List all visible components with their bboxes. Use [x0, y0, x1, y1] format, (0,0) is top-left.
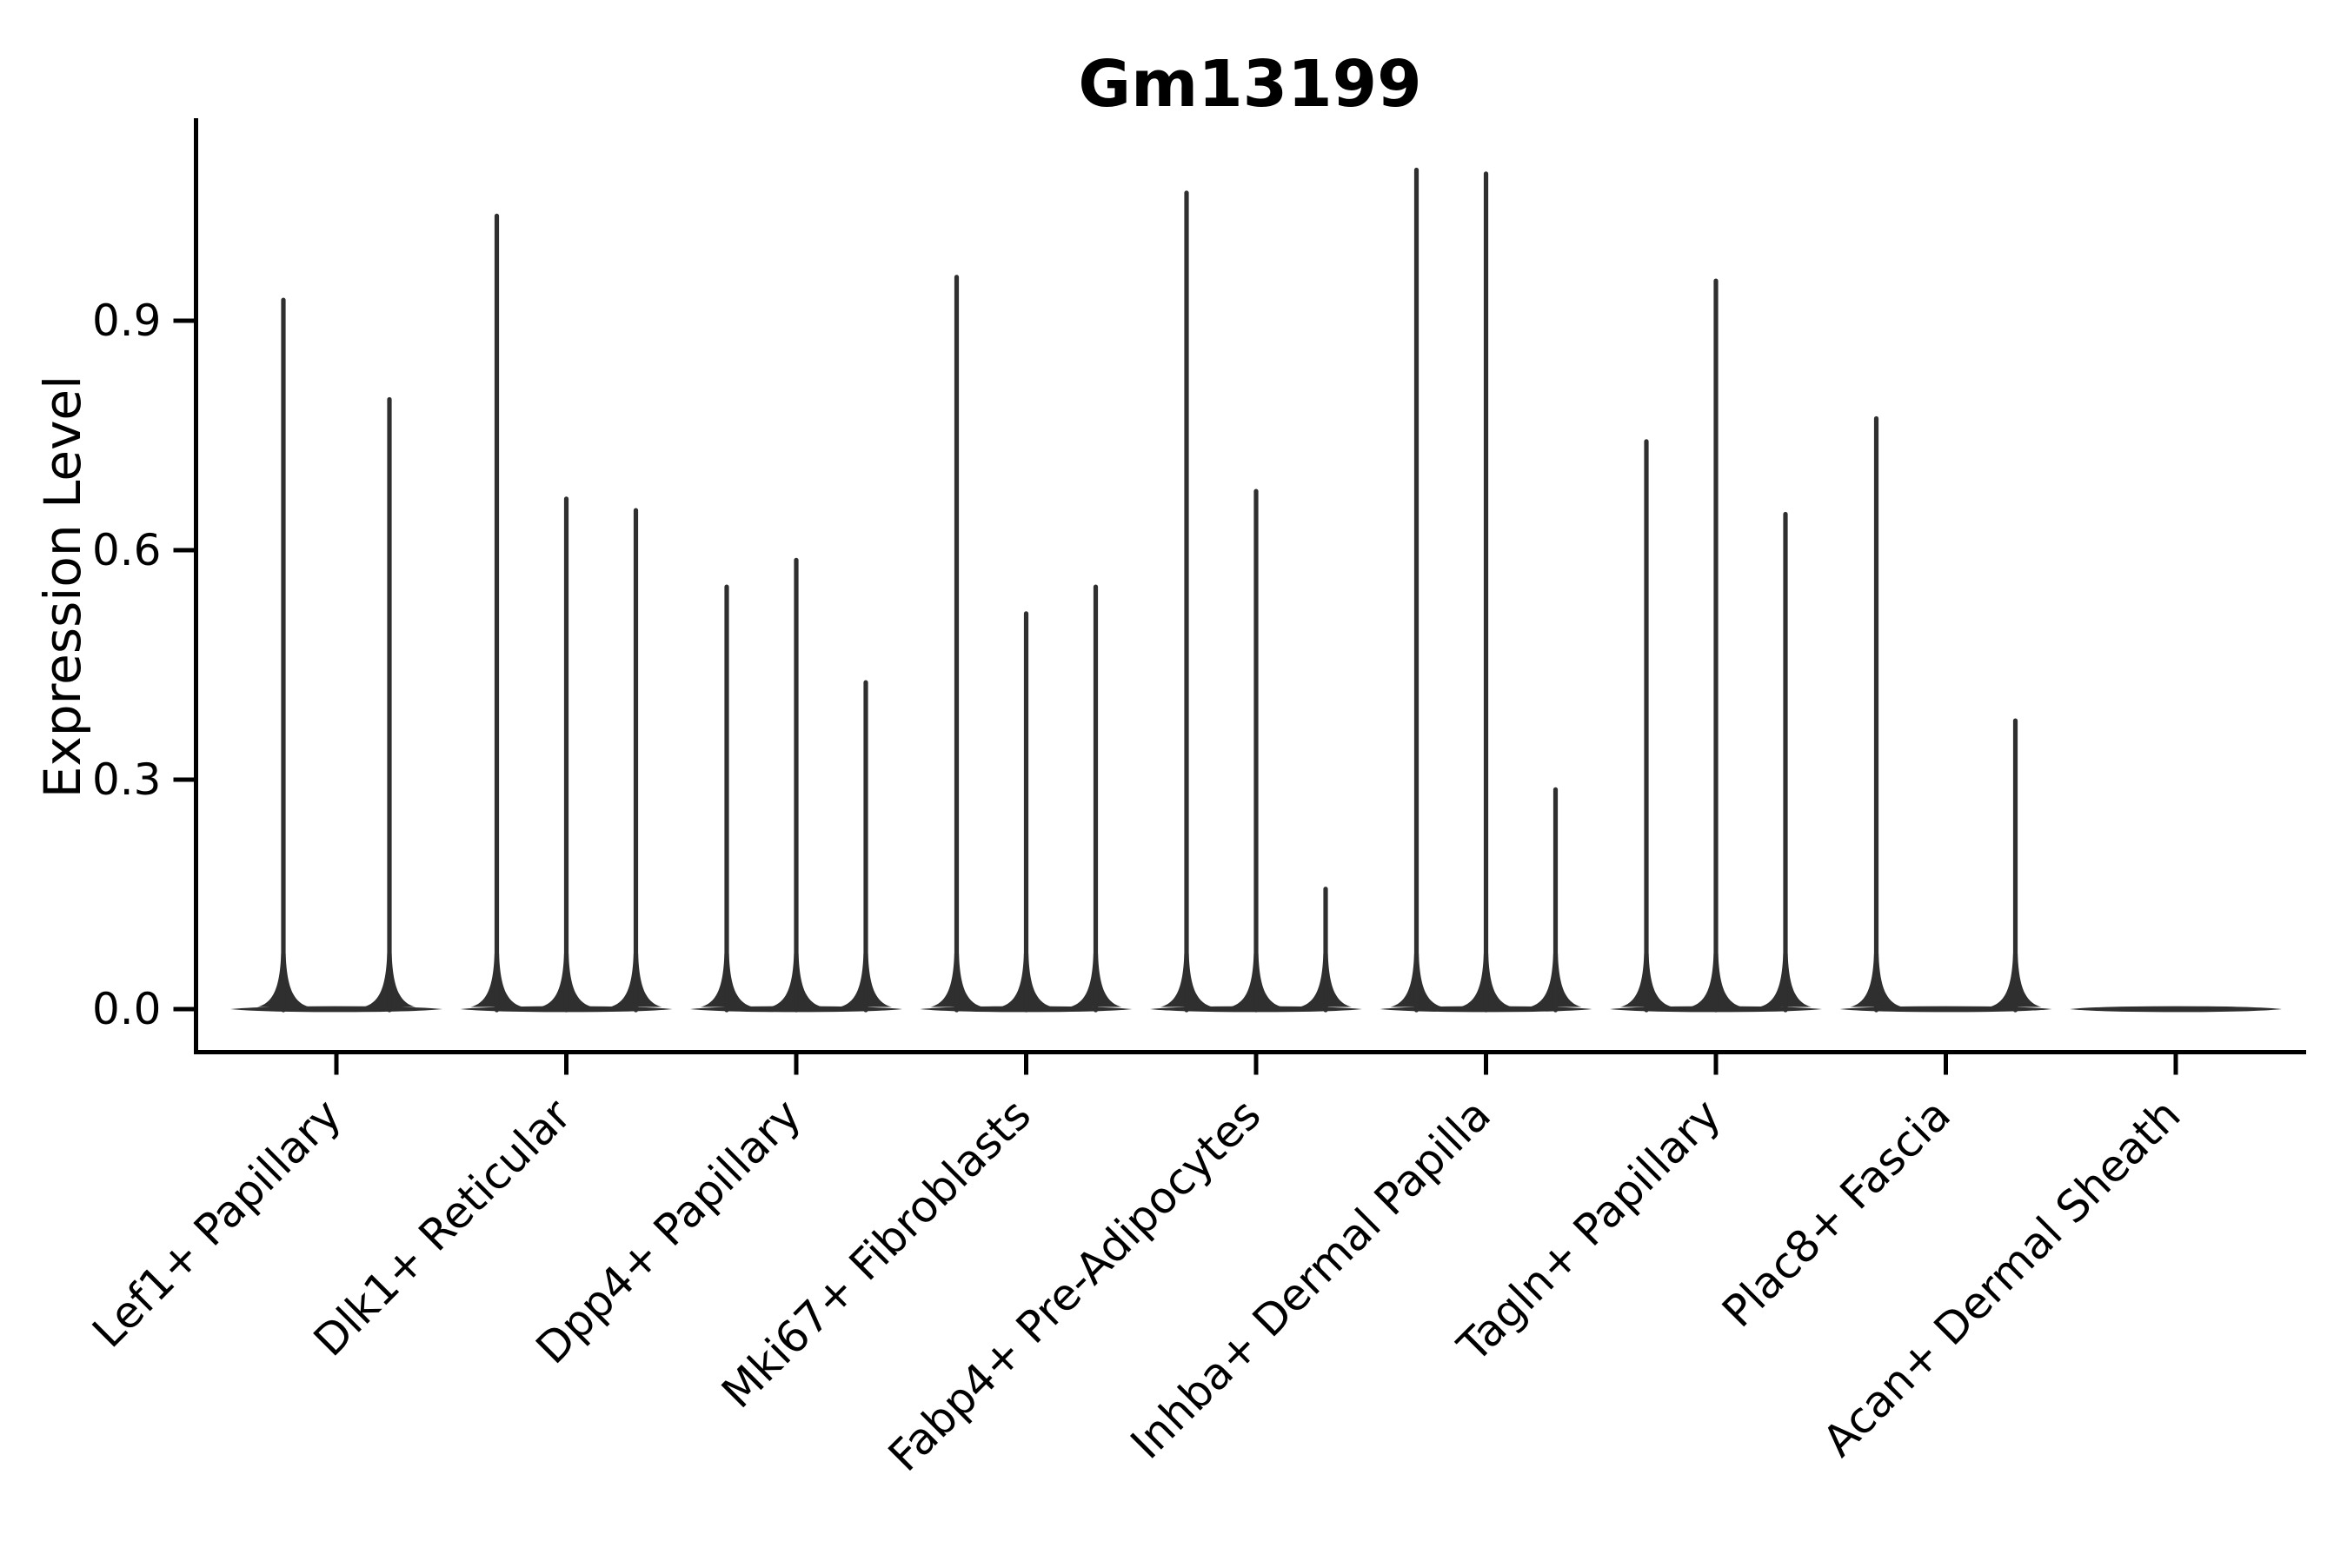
y-axis-ticks: 0.0 0.3 0.6 0.9 [92, 296, 196, 1034]
violin-group [690, 557, 902, 1013]
y-tick-label: 0.6 [92, 525, 162, 575]
x-tick-label: Fabp4+ Pre-Adipocytes [879, 1089, 1271, 1481]
y-tick-label: 0.3 [92, 754, 162, 805]
x-tick-label: Lef1+ Papillary [83, 1089, 350, 1357]
violins-layer [230, 167, 2282, 1013]
violin-group [1610, 278, 1822, 1013]
violin-group [1380, 167, 1592, 1013]
violin-group [1150, 190, 1362, 1013]
y-axis-label: Expression Level [33, 375, 92, 798]
violin-group [920, 275, 1133, 1013]
y-tick-label: 0.9 [92, 296, 162, 346]
violin-baseline [230, 1006, 442, 1013]
violin-baseline [1839, 1006, 2052, 1013]
violin-baseline [2070, 1006, 2282, 1013]
violin-group [2070, 1006, 2282, 1013]
x-tick-label: Plac8+ Fascia [1712, 1089, 1960, 1337]
violin-group [460, 213, 673, 1013]
violin-group [1839, 415, 2052, 1013]
y-tick-label: 0.0 [92, 984, 162, 1034]
chart-title: Gm13199 [1078, 47, 1421, 122]
axes-spines [194, 118, 2306, 1054]
violin-group [230, 297, 442, 1013]
